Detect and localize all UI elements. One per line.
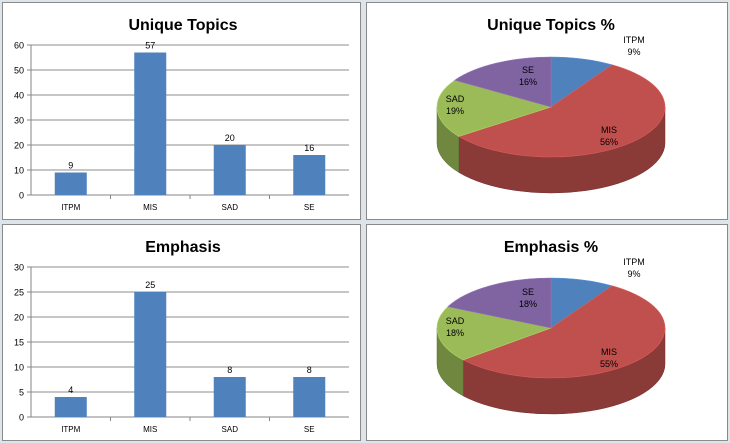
y-tick-label: 0 <box>19 413 24 423</box>
category-label: MIS <box>143 203 157 212</box>
slice-percent: 18% <box>519 299 537 309</box>
y-tick-label: 0 <box>19 191 24 201</box>
slice-label: SE <box>522 65 534 75</box>
category-label: SAD <box>222 203 239 212</box>
category-label: SAD <box>222 425 239 434</box>
bar <box>134 292 167 417</box>
y-tick-label: 30 <box>14 116 24 126</box>
data-label: 8 <box>227 365 232 375</box>
unique-topics-pie-panel: Unique Topics % ITPM 9% MIS 56% SAD 19% SE 16% <box>366 2 728 220</box>
bar <box>54 172 87 195</box>
slice-percent: 18% <box>446 328 464 338</box>
category-label: MIS <box>143 425 157 434</box>
emphasis-pie-panel: Emphasis % ITPM 9% MIS 55% SAD 18% SE 18% <box>366 224 728 441</box>
data-label: 9 <box>68 161 73 171</box>
y-tick-label: 50 <box>14 66 24 76</box>
slice-percent: 55% <box>600 359 618 369</box>
unique-topics-bar-panel: Unique Topics 0 10 20 30 40 50 60 9 ITPM 57 MIS 20 SA… <box>2 2 361 220</box>
y-tick-label: 20 <box>14 313 24 323</box>
category-label: SE <box>304 203 315 212</box>
data-label: 16 <box>304 143 314 153</box>
chart-title: Emphasis <box>145 239 221 256</box>
emphasis-bar-chart: Emphasis 0 5 10 15 20 25 30 4 ITPM 25 MIS 8 SAD 8 SE <box>14 239 349 434</box>
pie-slice <box>462 285 666 379</box>
data-label: 57 <box>145 41 155 51</box>
category-label: ITPM <box>61 203 80 212</box>
pie-slice <box>436 79 553 137</box>
slice-label: ITPM <box>623 257 645 267</box>
y-tick-label: 5 <box>19 388 24 398</box>
category-label: SE <box>304 425 315 434</box>
bar <box>293 377 326 417</box>
slice-label: MIS <box>601 125 617 135</box>
y-tick-label: 60 <box>14 41 24 51</box>
slice-percent: 56% <box>600 137 618 147</box>
y-tick-label: 15 <box>14 338 24 348</box>
pie-slice <box>447 277 552 329</box>
y-tick-label: 30 <box>14 263 24 273</box>
slice-label: SAD <box>446 316 465 326</box>
slice-percent: 9% <box>627 47 640 57</box>
emphasis-bar-panel: Emphasis 0 5 10 15 20 25 30 4 ITPM 25 MIS 8 SAD 8 SE <box>2 224 361 441</box>
bar <box>134 52 167 195</box>
bar <box>54 397 87 417</box>
y-tick-label: 20 <box>14 141 24 151</box>
emphasis-pie-chart: Emphasis % ITPM 9% MIS 55% SAD 18% SE 18% <box>436 239 666 415</box>
chart-title: Unique Topics % <box>487 17 615 34</box>
y-tick-label: 10 <box>14 363 24 373</box>
bar <box>213 377 246 417</box>
y-tick-label: 40 <box>14 91 24 101</box>
bar <box>213 145 246 195</box>
pie-slice <box>436 306 553 361</box>
slice-label: SAD <box>446 94 465 104</box>
pie-slice <box>454 56 552 108</box>
chart-title: Unique Topics <box>128 17 237 34</box>
slice-percent: 16% <box>519 77 537 87</box>
bar <box>293 155 326 195</box>
data-label: 8 <box>307 365 312 375</box>
pie-slice <box>458 64 666 158</box>
y-tick-label: 25 <box>14 288 24 298</box>
slice-percent: 9% <box>627 269 640 279</box>
slice-percent: 19% <box>446 106 464 116</box>
data-label: 25 <box>145 280 155 290</box>
unique-topics-bar-chart: Unique Topics 0 10 20 30 40 50 60 9 ITPM 57 MIS 20 SA… <box>14 17 349 212</box>
y-tick-label: 10 <box>14 166 24 176</box>
slice-label: ITPM <box>623 35 645 45</box>
unique-topics-pie-chart: Unique Topics % ITPM 9% MIS 56% SAD 19% SE 16% <box>436 17 666 194</box>
data-label: 4 <box>68 385 73 395</box>
chart-title: Emphasis % <box>504 239 598 256</box>
slice-label: SE <box>522 287 534 297</box>
category-label: ITPM <box>61 425 80 434</box>
slice-label: MIS <box>601 347 617 357</box>
data-label: 20 <box>225 133 235 143</box>
